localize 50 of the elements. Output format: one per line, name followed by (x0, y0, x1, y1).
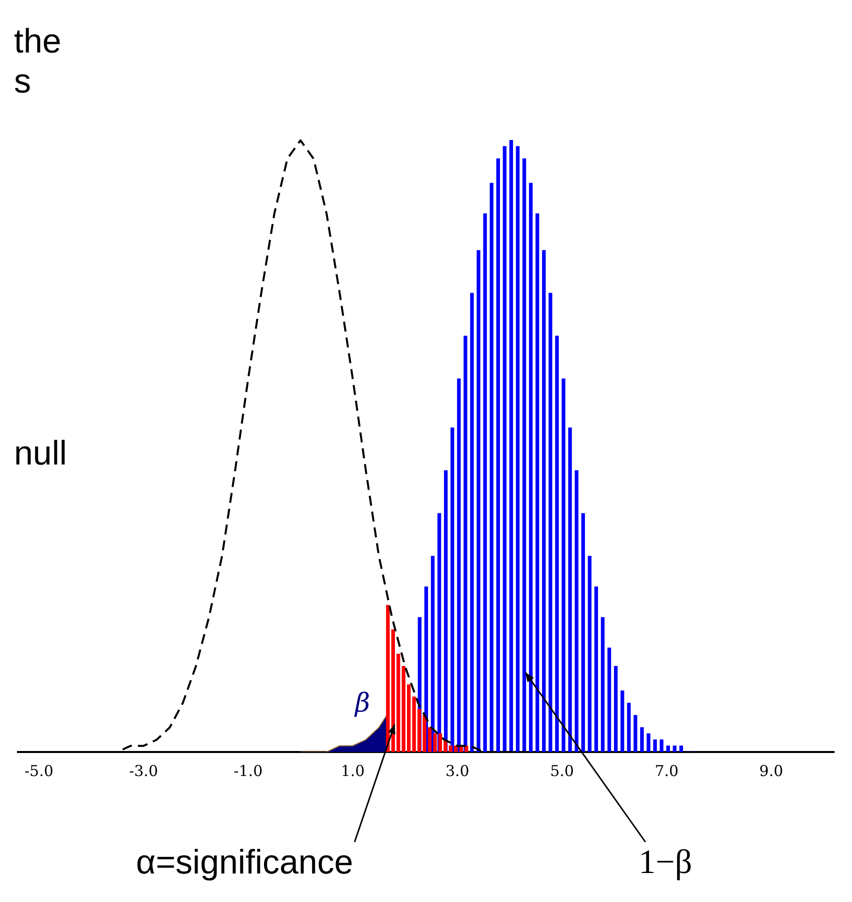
bar (568, 427, 572, 752)
bar (614, 666, 618, 752)
bar (653, 739, 657, 752)
bar (457, 378, 461, 752)
bar (562, 378, 566, 752)
bar (464, 336, 468, 752)
bar (548, 292, 552, 752)
bar (620, 690, 624, 752)
bar (490, 182, 494, 752)
bar (516, 146, 520, 752)
bar (672, 746, 676, 752)
x-tick-label: -5.0 (24, 762, 54, 780)
bar (502, 146, 506, 752)
x-tick-label: 5.0 (550, 762, 574, 780)
bar (600, 617, 605, 752)
x-tick-label: 1.0 (340, 762, 365, 780)
bar (607, 648, 612, 752)
bar (437, 513, 442, 752)
bar (574, 470, 578, 752)
bar (496, 158, 500, 752)
bar (594, 586, 598, 752)
annotation: 1−β (638, 844, 692, 881)
bar (660, 739, 664, 752)
annotation: null (14, 434, 67, 472)
bar (640, 727, 644, 752)
x-tick-label: 3.0 (445, 762, 470, 780)
annotation: α=significance (136, 843, 354, 882)
bar (679, 746, 684, 752)
bar (470, 292, 474, 752)
x-tick-label: 9.0 (759, 762, 784, 780)
bar (509, 140, 514, 752)
bar (588, 556, 592, 752)
bar (666, 746, 670, 752)
bar (476, 250, 480, 752)
text: s (14, 62, 31, 100)
x-tick-label: -1.0 (234, 762, 263, 780)
x-tick-label: -3.0 (129, 762, 158, 780)
bar (581, 513, 585, 752)
bar (536, 213, 540, 752)
annotation: β (354, 688, 370, 718)
text: the (14, 22, 62, 60)
bar (627, 702, 631, 752)
bar (634, 714, 638, 752)
x-tick-label: 7.0 (654, 762, 679, 780)
bar (542, 250, 546, 752)
bar (522, 158, 526, 752)
bar (646, 733, 650, 752)
bar (450, 427, 454, 752)
bar (555, 336, 559, 752)
bar (483, 213, 487, 752)
